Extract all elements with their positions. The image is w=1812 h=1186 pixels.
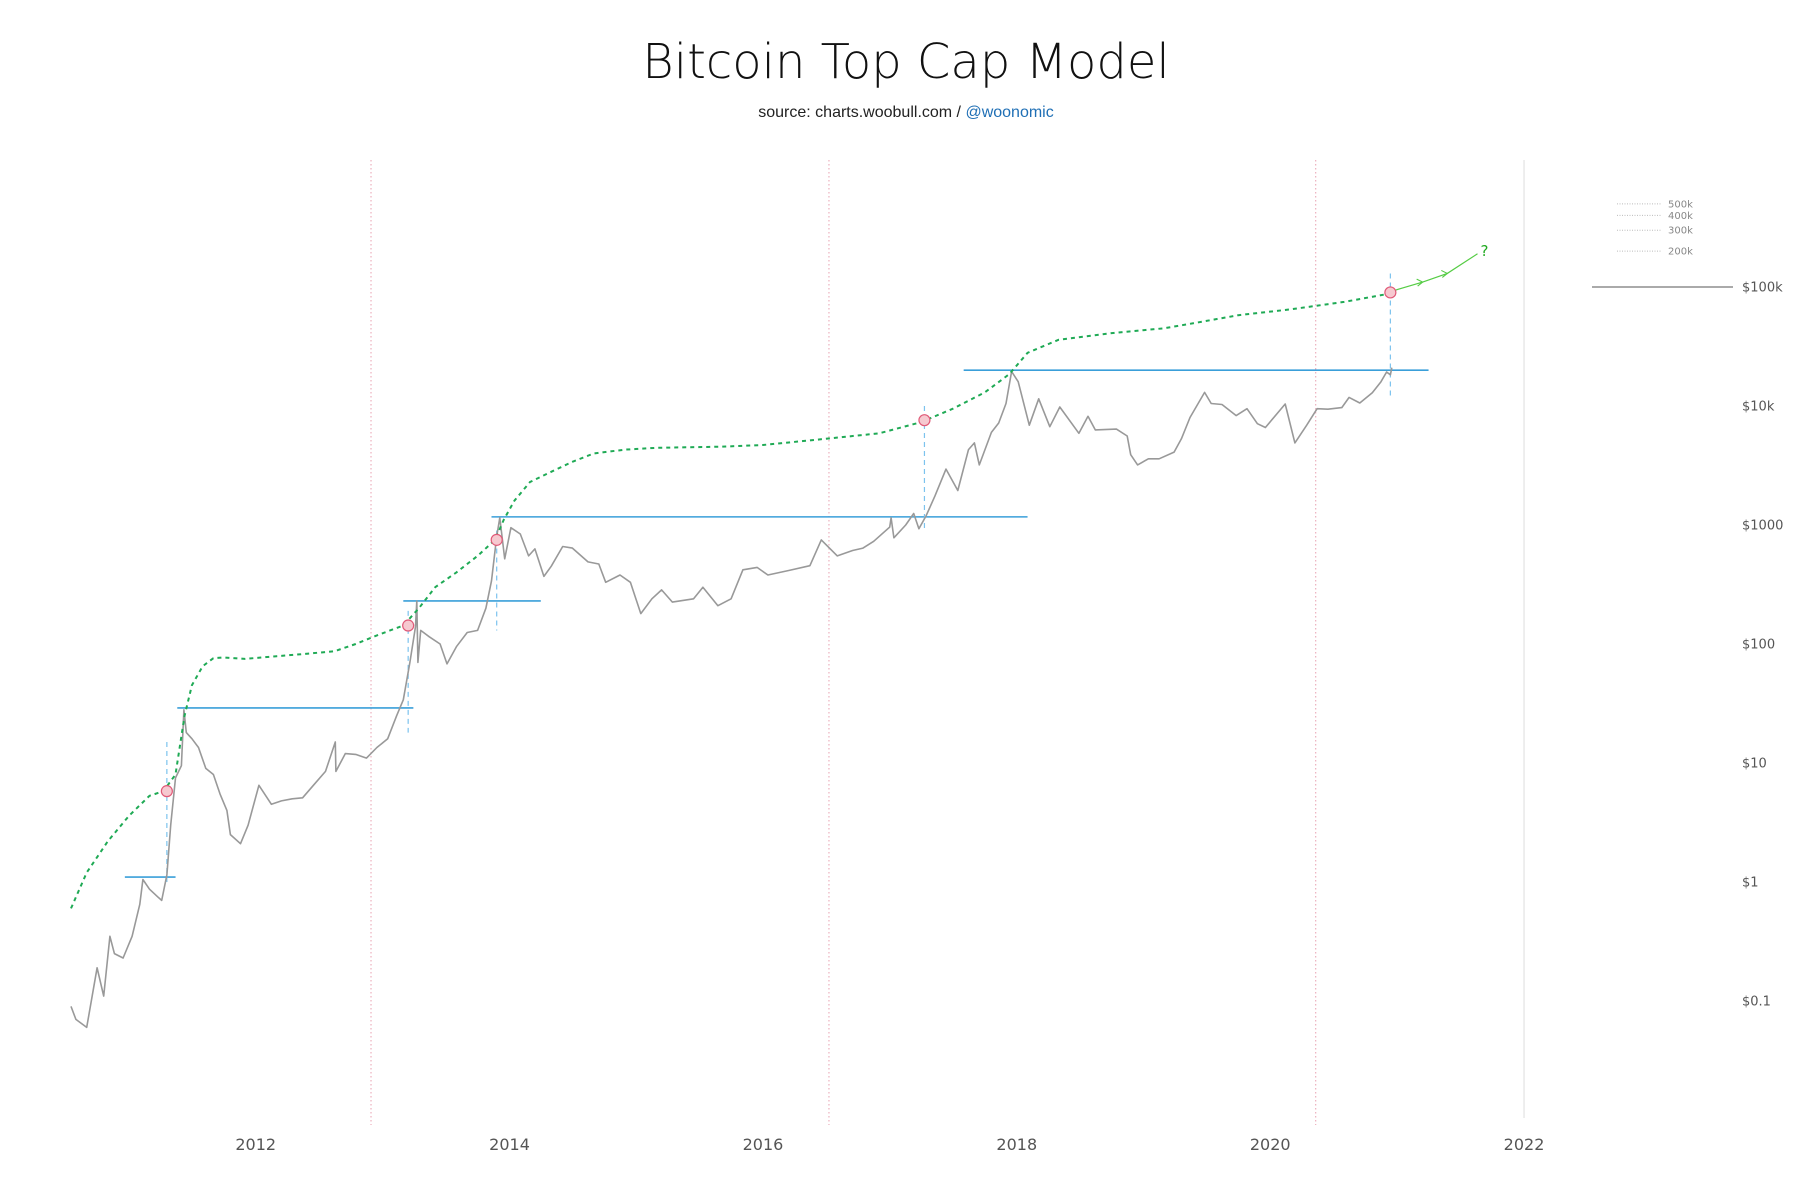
target-level-label: 300k [1668,226,1693,237]
chart-title: Bitcoin Top Cap Model [642,34,1170,90]
chart-subtitle: source: charts.woobull.com / @woonomic [0,104,1812,122]
y-axis: $0.1 $1 $10 $100 $1000 $10k $100k [1742,281,1783,1010]
x-tick-label: 2016 [743,1135,784,1154]
x-tick-label: 2014 [489,1135,530,1154]
cycle-top-lines [124,369,1429,878]
crossing-marker-0 [160,785,173,798]
crossing-markers [160,286,1397,798]
projection-arrowhead [1416,278,1424,287]
target-level-label: 200k [1668,247,1693,258]
crossing-marker-4 [1384,286,1397,299]
projection-question-label: ? [1481,242,1489,260]
price-series-line [70,367,1393,1029]
y-tick-label: $0.1 [1742,995,1771,1010]
y-tick-label: $100k [1742,281,1783,296]
crossing-lines [166,273,1391,882]
y-tick-label: $1000 [1742,519,1783,534]
series-lines: ? [70,242,1489,1029]
y-tick-label: $100 [1742,638,1775,653]
y-tick-label: $1 [1742,876,1759,891]
halving-lines [370,160,1525,1125]
x-axis: 2012 2014 2016 2018 2020 2022 [235,1135,1544,1154]
x-tick-label: 2012 [235,1135,276,1154]
x-tick-label: 2022 [1504,1135,1545,1154]
top-cap-series-line [70,292,1390,909]
y-tick-label: $10 [1742,757,1767,772]
source-handle-link[interactable]: @woonomic [965,104,1054,121]
x-tick-label: 2020 [1250,1135,1291,1154]
crossing-marker-1 [402,619,415,632]
crossing-marker-2 [490,533,503,546]
target-level-label: 400k [1668,211,1693,222]
y-tick-label: $10k [1742,400,1775,415]
x-tick-label: 2018 [996,1135,1037,1154]
source-text: source: charts.woobull.com / [758,104,966,121]
target-level-label: 500k [1668,199,1693,210]
projection-line [1391,253,1478,292]
crossing-marker-3 [918,414,931,427]
projection-arrowhead [1441,269,1449,278]
